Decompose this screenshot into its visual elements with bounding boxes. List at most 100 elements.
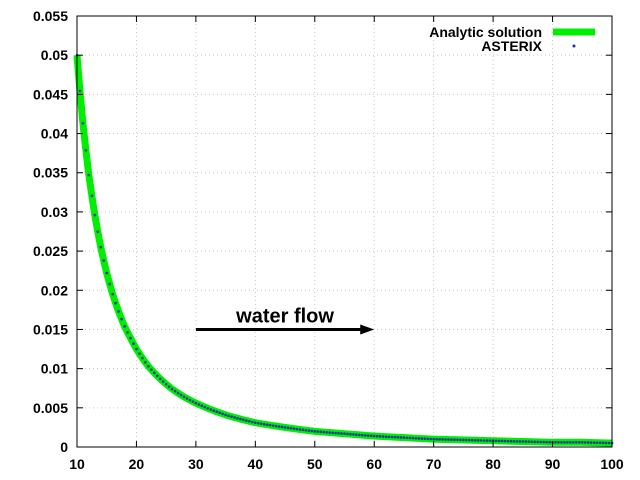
asterix-point [158, 377, 162, 381]
asterix-point [161, 380, 165, 383]
asterix-point [491, 439, 495, 443]
asterix-point [182, 395, 186, 399]
asterix-point [456, 438, 459, 442]
asterix-point [135, 347, 138, 351]
asterix-point [298, 428, 302, 431]
asterix-point [262, 422, 266, 426]
asterix-point [414, 436, 418, 440]
x-tick-label: 70 [426, 456, 442, 472]
asterix-point [221, 412, 224, 416]
asterix-point [265, 423, 269, 427]
asterix-point [304, 428, 308, 432]
asterix-point [164, 382, 168, 386]
asterix-point [325, 431, 328, 434]
series-layer [73, 53, 615, 447]
asterix-point [218, 411, 221, 415]
asterix-point [78, 89, 82, 93]
asterix-point [259, 422, 263, 426]
asterix-point [435, 437, 438, 441]
asterix-point [251, 420, 254, 424]
asterix-point [188, 398, 192, 402]
y-tick-label: 0 [60, 439, 68, 455]
x-tick-label: 30 [188, 456, 204, 472]
asterix-point [307, 429, 311, 432]
asterix-point [150, 368, 153, 371]
asterix-point [197, 403, 201, 406]
y-tick-label: 0.015 [33, 321, 68, 337]
y-tick-label: 0.05 [41, 47, 68, 63]
asterix-point [405, 436, 409, 440]
asterix-point [402, 436, 406, 439]
asterix-point [147, 364, 150, 368]
asterix-point [444, 438, 447, 441]
asterix-point [283, 426, 287, 429]
asterix-point [212, 409, 216, 412]
asterix-point [503, 439, 507, 443]
asterix-point [521, 440, 525, 443]
asterix-point [530, 440, 534, 444]
asterix-point [90, 194, 94, 198]
asterix-point [476, 439, 480, 442]
asterix-point [554, 441, 557, 444]
asterix-point [479, 439, 483, 442]
asterix-point [310, 429, 314, 433]
asterix-point [471, 438, 474, 442]
asterix-point [393, 435, 397, 439]
y-tick-label: 0.055 [33, 8, 68, 24]
asterix-point [173, 389, 177, 393]
asterix-point [488, 439, 492, 442]
y-tick-label: 0.04 [41, 126, 68, 142]
asterix-point [203, 405, 207, 409]
asterix-point [509, 439, 513, 443]
asterix-point [589, 441, 593, 444]
x-tick-label: 90 [545, 456, 561, 472]
asterix-point [248, 420, 251, 423]
asterix-point [81, 122, 85, 125]
y-tick-label: 0.02 [41, 282, 68, 298]
asterix-point [295, 427, 299, 431]
legend-swatch-asterix [572, 44, 576, 48]
asterix-point [108, 282, 111, 286]
x-tick-label: 20 [129, 456, 145, 472]
asterix-point [138, 352, 141, 355]
asterix-point [358, 433, 361, 437]
asterix-point [191, 400, 195, 403]
asterix-point [369, 434, 373, 438]
asterix-point [497, 439, 501, 443]
asterix-point [152, 371, 156, 375]
x-tick-label: 40 [248, 456, 264, 472]
asterix-point [355, 433, 358, 436]
asterix-point [420, 437, 424, 440]
asterix-point [185, 397, 189, 400]
asterix-point [236, 416, 239, 420]
asterix-point [209, 408, 213, 411]
asterix-point [331, 431, 334, 435]
asterix-point [126, 331, 129, 334]
y-tick-label: 0.005 [33, 400, 68, 416]
asterix-point [361, 433, 364, 437]
asterix-point [274, 424, 278, 428]
x-tick-label: 100 [600, 456, 624, 472]
asterix-point [595, 441, 599, 445]
asterix-point [396, 436, 400, 439]
asterix-point [170, 387, 174, 391]
asterix-point [176, 391, 180, 395]
flow-arrow-head [360, 324, 375, 335]
asterix-point [245, 419, 248, 422]
y-tick-label: 0.01 [41, 361, 68, 377]
asterix-point [482, 439, 486, 442]
asterix-point [592, 441, 596, 444]
asterix-point [578, 441, 581, 444]
asterix-point [343, 432, 346, 435]
asterix-point [316, 430, 320, 433]
asterix-point [271, 424, 275, 427]
asterix-point [438, 438, 441, 441]
asterix-point [485, 439, 489, 442]
asterix-point [120, 317, 123, 321]
asterix-point [280, 425, 284, 429]
asterix-point [364, 434, 367, 437]
asterix-point [563, 441, 566, 444]
asterix-point [334, 431, 337, 435]
